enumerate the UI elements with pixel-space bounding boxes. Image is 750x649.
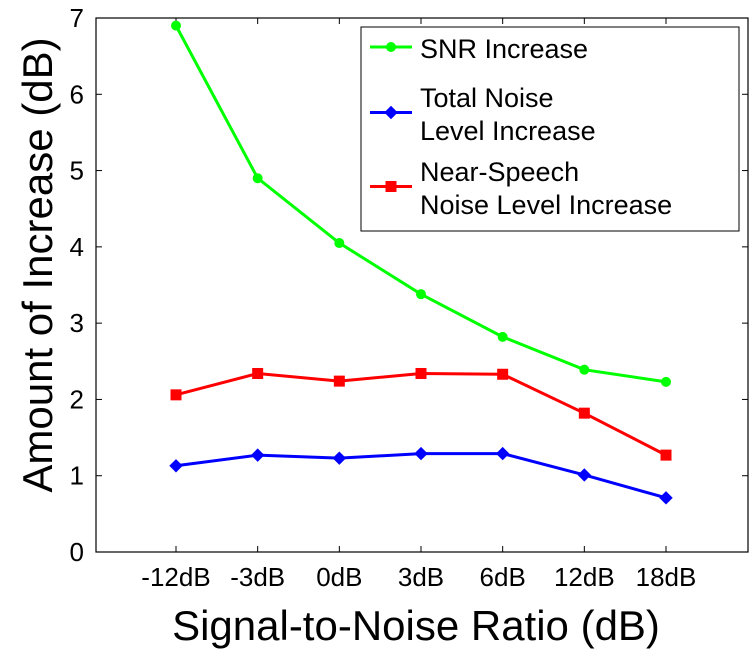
y-tick-label: 3 <box>70 308 84 338</box>
y-tick-label: 5 <box>70 156 84 186</box>
data-point <box>578 407 590 419</box>
x-tick-label: 18dB <box>636 562 697 592</box>
data-point <box>416 289 426 300</box>
series-2 <box>169 446 673 505</box>
axes <box>95 17 749 553</box>
data-point <box>414 446 428 461</box>
data-point <box>334 238 345 249</box>
legend-label: Noise Level Increase <box>420 190 672 220</box>
legend-label: Level Increase <box>420 116 596 146</box>
plot-frame <box>95 17 749 553</box>
y-tick-label: 4 <box>70 232 84 262</box>
data-point <box>252 367 264 379</box>
x-axis-label: Signal-to-Noise Ratio (dB) <box>172 602 660 649</box>
y-tick-label: 7 <box>70 3 84 33</box>
data-point <box>252 173 263 184</box>
data-point <box>661 376 671 387</box>
legend-box <box>360 26 740 232</box>
legend-marker <box>384 105 398 120</box>
x-tick-label: 0dB <box>316 562 362 592</box>
data-point <box>332 451 347 465</box>
data-point <box>579 364 590 375</box>
x-tick-label: 12dB <box>554 562 615 592</box>
x-tick-label: -12dB <box>141 562 210 592</box>
data-point <box>171 20 181 31</box>
series-1 <box>171 20 671 387</box>
series-lines <box>169 20 673 505</box>
y-tick-label: 0 <box>70 537 84 567</box>
data-point <box>170 389 182 401</box>
x-tick-label: -3dB <box>230 562 285 592</box>
data-point <box>250 448 265 462</box>
x-tick-label: 3dB <box>398 562 444 592</box>
x-tick-label: 6dB <box>480 562 526 592</box>
legend-label: Total Noise <box>420 83 554 113</box>
y-tick-label: 2 <box>70 384 84 414</box>
data-point <box>660 449 672 461</box>
y-tick-label: 6 <box>70 79 84 109</box>
legend-marker <box>385 181 397 192</box>
legend-item-1: SNR Increase <box>370 34 588 64</box>
data-point <box>659 491 673 505</box>
y-tick-label: 1 <box>70 461 84 491</box>
data-point <box>497 368 509 380</box>
series-line <box>175 371 667 457</box>
legend-label: SNR Increase <box>420 34 588 64</box>
legend-label: Near-Speech <box>420 157 579 187</box>
data-point <box>577 468 592 482</box>
y-axis-label: Amount of Increase (dB) <box>14 37 61 492</box>
legend-marker <box>386 42 396 52</box>
data-point <box>495 446 510 461</box>
data-point <box>415 367 427 379</box>
series-3 <box>170 367 672 461</box>
data-point <box>333 375 345 387</box>
tick-labels: 0 1 2 3 4 5 6 7 -12dB -3dB 0dB 3dB 6dB 12dB 18dB <box>70 3 697 592</box>
data-point <box>169 459 183 473</box>
data-point <box>497 331 508 342</box>
